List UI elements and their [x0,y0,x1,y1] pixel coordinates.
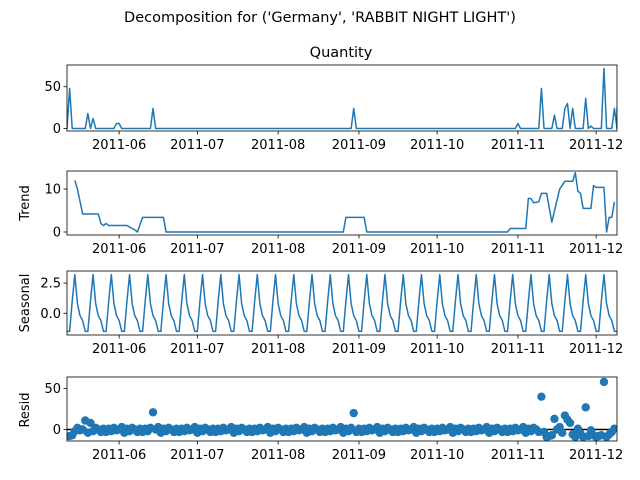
trend-series [74,171,616,233]
resid-xtick-label: 2011-08 [251,448,305,463]
resid-xtick-label: 2011-12 [569,448,623,463]
trend-xtick-label: 2011-06 [92,242,146,257]
seasonal-xtick-label: 2011-06 [92,342,146,357]
trend-axes-frame [66,170,618,236]
resid-ytick-label: 0 [53,423,61,438]
quantity-xtick-label: 2011-10 [410,138,464,153]
quantity-title: Quantity [310,45,373,61]
resid-point [349,408,358,418]
resid-point [537,392,546,401]
trend-xtick-label: 2011-11 [491,242,545,257]
trend-plot-area: 0 10 2011-06 2011-07 2011-08 2011-09 2011-10 20… [44,170,623,257]
quantity-line [67,67,617,130]
quantity-xtick-label: 2011-12 [569,138,623,153]
seasonal-xtick-label: 2011-09 [332,342,386,357]
trend-ytick-label: 10 [44,183,61,198]
trend-xtick-label: 2011-08 [251,242,305,257]
resid-point [599,377,609,387]
trend-xtick-label: 2011-09 [332,242,386,257]
resid-point [547,431,557,440]
figure-suptitle: Decomposition for ('Germany', 'RABBIT NI… [124,10,516,26]
seasonal-ytick-label: 2.5 [40,277,61,292]
quantity-xtick-label: 2011-07 [170,138,224,153]
quantity-panel: Quantity 0 50 2011-06 2011-07 2011-08 2011-09… [44,45,623,153]
resid-point [68,431,77,440]
resid-axes-frame [66,376,618,442]
resid-series [67,377,617,441]
resid-ylabel: Resid [18,392,33,427]
trend-ylabel: Trend [18,185,33,222]
resid-xtick-label: 2011-10 [410,448,464,463]
trend-xtick-label: 2011-12 [569,242,623,257]
quantity-plot-area: 0 50 2011-06 2011-07 2011-08 2011-09 2011-10 20… [44,64,623,153]
seasonal-xtick-label: 2011-10 [410,342,464,357]
quantity-axes-frame [66,64,618,132]
trend-panel: 0 10 2011-06 2011-07 2011-08 2011-09 2011-10 20… [18,170,623,257]
seasonal-xtick-label: 2011-07 [170,342,224,357]
seasonal-ytick-label: 0.0 [40,307,61,322]
resid-xtick-label: 2011-09 [332,448,386,463]
resid-xtick-label: 2011-06 [92,448,146,463]
quantity-xtick-label: 2011-08 [251,138,305,153]
quantity-xtick-label: 2011-06 [92,138,146,153]
quantity-series [67,67,617,130]
resid-ytick-label: 50 [44,382,61,397]
resid-point [565,418,575,428]
seasonal-series [67,273,617,333]
quantity-xtick-label: 2011-11 [491,138,545,153]
trend-line [74,171,616,233]
resid-xtick-label: 2011-07 [170,448,224,463]
resid-xtick-label: 2011-11 [491,448,545,463]
resid-plot-area: 0 50 2011-06 2011-07 2011-08 2011-09 2011-10 20… [44,376,623,463]
trend-ytick-label: 0 [53,225,61,240]
seasonal-axes-frame [66,270,618,336]
resid-point [148,408,158,417]
seasonal-plot-area: 0.0 2.5 2011-06 2011-07 2011-08 2011-09 2011-1… [40,270,623,357]
seasonal-ylabel: Seasonal [18,274,33,333]
seasonal-panel: 0.0 2.5 2011-06 2011-07 2011-08 2011-09 2011-1… [18,270,623,357]
trend-xtick-label: 2011-07 [170,242,224,257]
resid-point [550,414,559,424]
resid-point [607,427,616,437]
resid-point [86,418,95,428]
quantity-ytick-label: 50 [44,80,61,95]
seasonal-xtick-label: 2011-12 [569,342,623,357]
seasonal-line [67,273,617,333]
seasonal-xtick-label: 2011-11 [491,342,545,357]
resid-panel: 0 50 2011-06 2011-07 2011-08 2011-09 2011-10 20… [18,376,623,463]
resid-point [558,428,567,437]
quantity-ytick-label: 0 [53,122,61,137]
trend-xtick-label: 2011-10 [410,242,464,257]
resid-point [581,403,590,412]
seasonal-xtick-label: 2011-08 [251,342,305,357]
quantity-xtick-label: 2011-09 [332,138,386,153]
